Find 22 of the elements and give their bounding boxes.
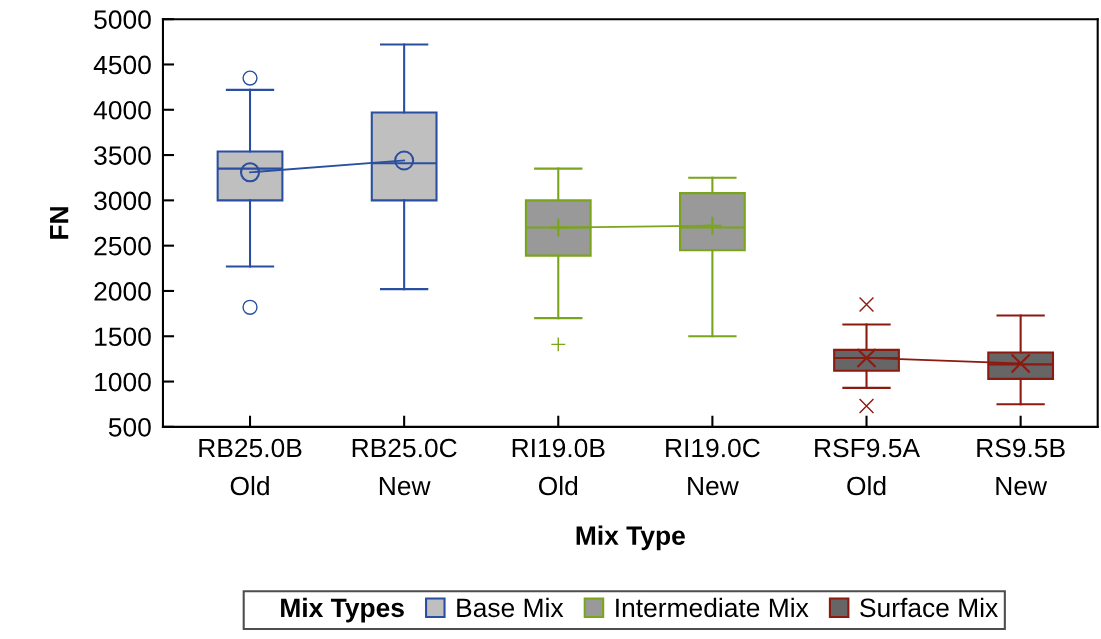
y-tick-label: 3000: [94, 191, 151, 211]
x-tick-label: RS9.5B New: [977, 438, 1065, 496]
y-tick-label: 2000: [94, 282, 151, 301]
legend-title: Mix Types: [281, 597, 404, 623]
y-tick-label: 3500: [94, 146, 151, 165]
x-tick-label: RI19.0C New: [666, 438, 760, 496]
x-tick-label: RB25.0C New: [352, 438, 457, 496]
y-tick-label: 5000: [94, 10, 151, 29]
legend-label: Intermediate Mix: [616, 597, 809, 618]
legend-label: Base Mix: [457, 597, 564, 618]
y-tick-label: 500: [108, 417, 151, 437]
x-tick-label: RB25.0B Old: [199, 438, 302, 496]
x-tick-label: RI19.0B Old: [512, 438, 605, 496]
y-axis-title: FN: [50, 207, 69, 239]
x-tick-label: RSF9.5A Old: [815, 438, 920, 496]
y-tick-label: 4500: [93, 55, 151, 75]
y-tick-label: 4000: [93, 100, 151, 120]
legend-label: Surface Mix: [860, 597, 998, 618]
x-axis-title: Mix Type: [576, 525, 685, 551]
y-tick-label: 2500: [94, 236, 151, 256]
y-tick-label: 1000: [95, 372, 151, 392]
y-tick-label: 1500: [95, 327, 151, 347]
